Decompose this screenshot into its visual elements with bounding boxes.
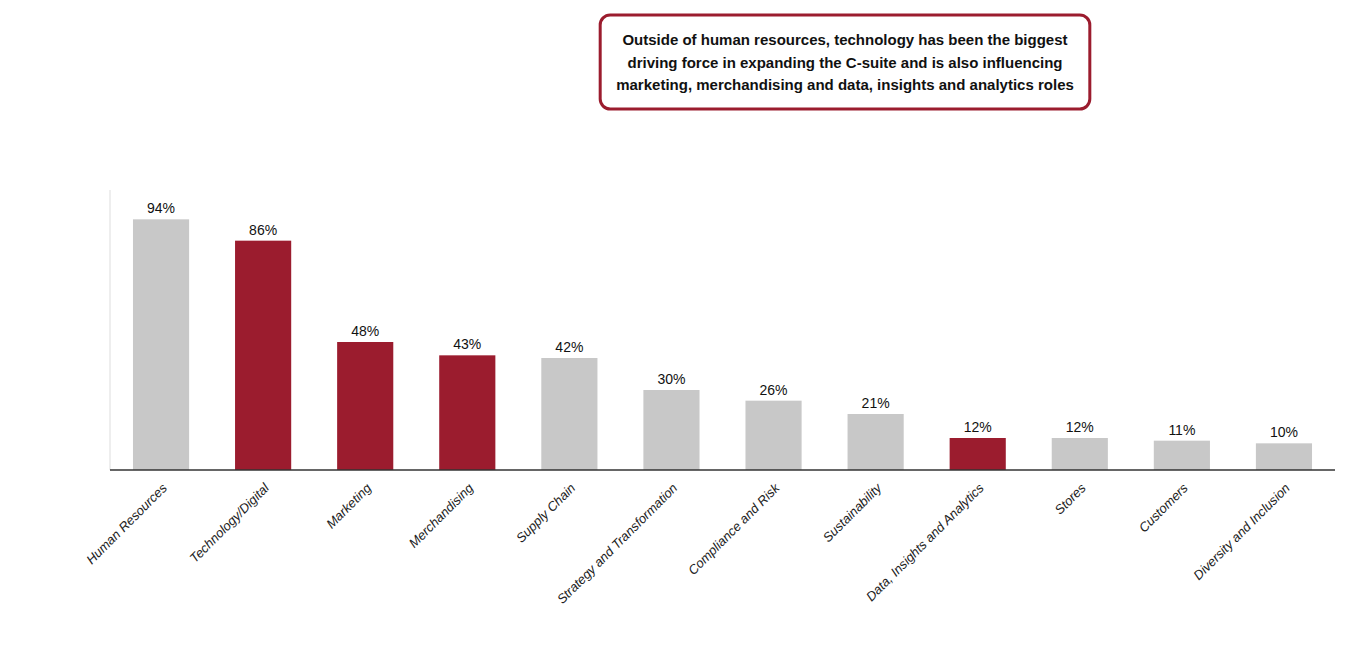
- bar: [1154, 441, 1210, 470]
- x-tick-label: Sustainability: [820, 479, 886, 545]
- data-label: 11%: [1168, 422, 1195, 438]
- bar: [133, 219, 189, 470]
- y-axis-line: [110, 190, 111, 470]
- x-tick-labels: Human ResourcesTechnology/Digital Marketi…: [83, 479, 1293, 606]
- x-tick-label: Merchandising: [406, 480, 477, 551]
- x-tick-label: Technology/Digital: [187, 480, 273, 566]
- x-tick-label: Human Resources: [83, 480, 170, 567]
- data-labels: 94% 86% 48% 43% 42% 30% 26% 21% 12% 12% 11% 10%: [147, 200, 1298, 440]
- annotation-box: [600, 15, 1090, 109]
- x-tick-label: Marketing: [323, 480, 375, 532]
- x-tick-label: Customers: [1136, 480, 1191, 535]
- annotation-line: marketing, merchandising and data, insig…: [616, 76, 1074, 93]
- bar: [439, 355, 495, 470]
- x-tick-label: Strategy and Transformation: [554, 480, 680, 606]
- data-label: 26%: [760, 382, 788, 398]
- bar: [1052, 438, 1108, 470]
- data-label: 48%: [351, 323, 379, 339]
- x-tick-label: Diversity and Inclusion: [1190, 480, 1293, 583]
- annotation-line: driving force in expanding the C-suite a…: [627, 54, 1062, 71]
- x-axis-line: [110, 469, 1335, 471]
- bar: [950, 438, 1006, 470]
- bar: [848, 414, 904, 470]
- annotation-line: Outside of human resources, technology h…: [622, 31, 1067, 48]
- x-tick-label: Data, Insights and Analytics: [863, 480, 987, 604]
- chart-container: Outside of human resources, technology h…: [0, 0, 1365, 659]
- chart: Outside of human resources, technology h…: [0, 0, 1365, 659]
- bar: [745, 401, 801, 470]
- bars: [133, 219, 1312, 470]
- data-label: 10%: [1270, 424, 1298, 440]
- x-tick-label: Supply Chain: [513, 480, 578, 545]
- bar: [643, 390, 699, 470]
- bar: [235, 241, 291, 470]
- data-label: 12%: [964, 419, 992, 435]
- data-label: 12%: [1066, 419, 1094, 435]
- data-label: 86%: [249, 222, 277, 238]
- bar: [541, 358, 597, 470]
- data-label: 42%: [555, 339, 583, 355]
- bar: [337, 342, 393, 470]
- data-label: 21%: [862, 395, 890, 411]
- bar: [1256, 443, 1312, 470]
- x-tick-label: Stores: [1052, 480, 1090, 518]
- annotation-text: Outside of human resources, technology h…: [616, 31, 1074, 93]
- data-label: 30%: [657, 371, 685, 387]
- x-tick-label: Compliance and Risk: [685, 479, 784, 578]
- data-label: 94%: [147, 200, 175, 216]
- data-label: 43%: [453, 336, 481, 352]
- annotation: Outside of human resources, technology h…: [600, 15, 1090, 109]
